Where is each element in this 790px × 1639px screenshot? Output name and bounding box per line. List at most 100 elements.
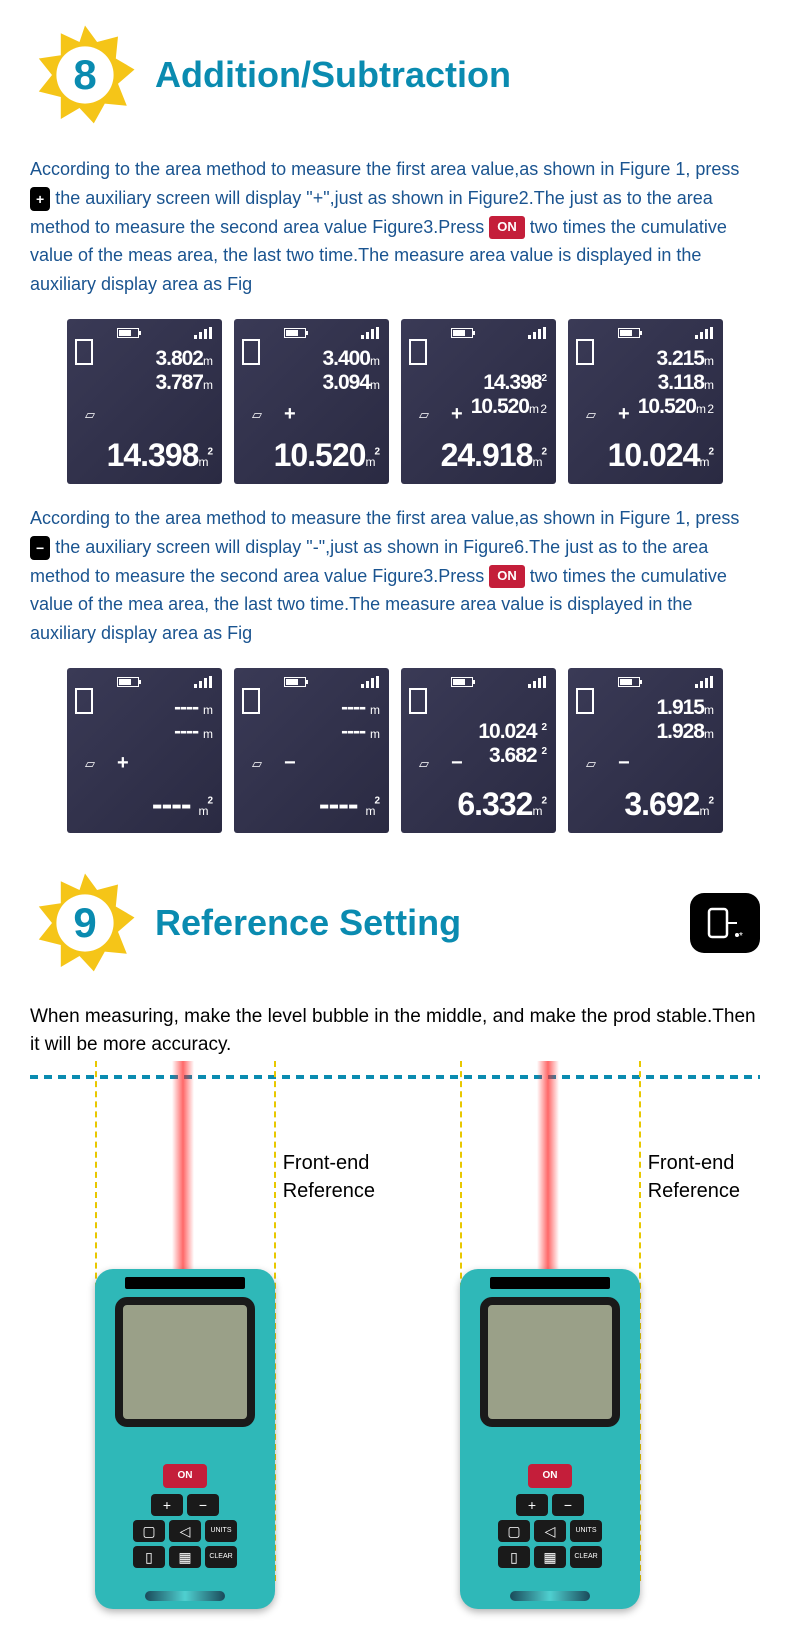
lcd6-line2: ---- bbox=[341, 720, 365, 743]
mode-sign: − bbox=[618, 752, 630, 775]
lcd1-line1: 3.802 bbox=[155, 347, 203, 370]
device-emitter bbox=[125, 1277, 245, 1289]
battery-icon bbox=[451, 328, 473, 338]
lcd4-line1: 3.215 bbox=[656, 347, 704, 370]
device-clear-button: CLEAR bbox=[570, 1546, 602, 1568]
para2-text1: According to the area method to measure … bbox=[30, 508, 739, 528]
mode-sign: − bbox=[284, 752, 296, 775]
lcd4-main: 10.024 bbox=[608, 437, 700, 473]
battery-icon bbox=[284, 677, 306, 687]
laser-beam-icon bbox=[537, 1061, 559, 1271]
lcd8-main: 3.692 bbox=[624, 786, 699, 822]
device-illustration: ON +− ▢◁UNITS ▯▦CLEAR bbox=[460, 1269, 640, 1609]
lcd7-main: 6.332 bbox=[457, 786, 532, 822]
device-play-button: ◁ bbox=[534, 1520, 566, 1542]
signal-icon bbox=[528, 676, 548, 688]
section-8-title: Addition/Subtraction bbox=[155, 54, 511, 96]
mode-indicator: ▱ bbox=[252, 756, 263, 772]
device-minus-button: − bbox=[552, 1494, 584, 1516]
signal-icon bbox=[528, 327, 548, 339]
section-9-header: 9 Reference Setting * bbox=[0, 848, 790, 998]
lcd-display-3: ▱ + 14.3982 10.520m 2 24.918m2 bbox=[401, 319, 556, 484]
mode-rect-icon bbox=[409, 339, 427, 365]
device-on-button: ON bbox=[528, 1464, 572, 1488]
mode-rect-icon bbox=[242, 339, 260, 365]
device-play-button: ◁ bbox=[169, 1520, 201, 1542]
device-clear-button: CLEAR bbox=[205, 1546, 237, 1568]
section-number-9: 9 bbox=[73, 899, 96, 947]
para1-text1: According to the area method to measure … bbox=[30, 159, 739, 179]
mode-indicator: ▱ bbox=[419, 407, 430, 423]
device-ref-button: ▯ bbox=[498, 1546, 530, 1568]
device-units-button: UNITS bbox=[205, 1520, 237, 1542]
mode-rect-icon bbox=[576, 688, 594, 714]
lcd-display-8: ▱ − 1.915m 1.928m 3.692m2 bbox=[568, 668, 723, 833]
mode-rect-icon bbox=[75, 339, 93, 365]
battery-icon bbox=[117, 677, 139, 687]
signal-icon bbox=[361, 327, 381, 339]
mode-rect-icon bbox=[409, 688, 427, 714]
on-button-icon: ON bbox=[489, 565, 525, 588]
mode-indicator: ▱ bbox=[85, 407, 96, 423]
signal-icon bbox=[361, 676, 381, 688]
device-screen bbox=[480, 1297, 620, 1427]
lcd2-main: 10.520 bbox=[274, 437, 366, 473]
signal-icon bbox=[695, 676, 715, 688]
mode-indicator: ▱ bbox=[85, 756, 96, 772]
lcd-display-1: ▱ 3.802m 3.787m 14.398m2 bbox=[67, 319, 222, 484]
device-minus-button: − bbox=[187, 1494, 219, 1516]
lcd1-line2: 3.787 bbox=[155, 371, 203, 394]
lcd-display-6: ▱ − ---- m ---- m ---- m2 bbox=[234, 668, 389, 833]
device-mode-button: ▢ bbox=[498, 1520, 530, 1542]
signal-icon bbox=[194, 676, 214, 688]
device-emitter bbox=[490, 1277, 610, 1289]
laser-beam-icon bbox=[172, 1061, 194, 1271]
section-8-header: 8 Addition/Subtraction bbox=[0, 0, 790, 150]
lcd2-line1: 3.400 bbox=[322, 347, 370, 370]
lcd6-main: ---- bbox=[319, 786, 358, 822]
device-buttons: ON +− ▢◁UNITS ▯▦CLEAR bbox=[485, 1464, 615, 1572]
mode-sign: + bbox=[451, 403, 463, 426]
mode-indicator: ▱ bbox=[586, 756, 597, 772]
lcd3-line3: 10.520 bbox=[471, 395, 529, 418]
device-screen bbox=[115, 1297, 255, 1427]
lcd4-line3: 10.520 bbox=[638, 395, 696, 418]
lcd5-main: ---- bbox=[152, 786, 191, 822]
section-9-paragraph: When measuring, make the level bubble in… bbox=[0, 998, 790, 1065]
on-button-icon: ON bbox=[489, 216, 525, 239]
lcd8-line1: 1.915 bbox=[656, 696, 704, 719]
section-number-8: 8 bbox=[73, 51, 96, 99]
lcd4-line2: 3.118 bbox=[658, 371, 704, 394]
device-level-bubble bbox=[145, 1591, 225, 1601]
mode-indicator: ▱ bbox=[419, 756, 430, 772]
device-save-button: ▦ bbox=[534, 1546, 566, 1568]
device-buttons: ON +− ▢◁UNITS ▯▦CLEAR bbox=[120, 1464, 250, 1572]
section-9-title: Reference Setting bbox=[155, 902, 461, 944]
reference-label-1: Front-end Reference bbox=[283, 1149, 375, 1205]
mode-sign: + bbox=[284, 403, 296, 426]
mode-sign: − bbox=[451, 752, 463, 775]
device-plus-button: + bbox=[516, 1494, 548, 1516]
device-save-button: ▦ bbox=[169, 1546, 201, 1568]
mode-rect-icon bbox=[242, 688, 260, 714]
device-illustration: ON +− ▢◁UNITS ▯▦CLEAR bbox=[95, 1269, 275, 1609]
device-ref-button: ▯ bbox=[133, 1546, 165, 1568]
mode-indicator: ▱ bbox=[252, 407, 263, 423]
reference-col-2: Front-end Reference ON +− ▢◁UNITS ▯▦CLEA… bbox=[395, 1089, 760, 1609]
mode-sign: + bbox=[618, 403, 630, 426]
device-units-button: UNITS bbox=[570, 1520, 602, 1542]
lcd-display-5: ▱ + ---- m ---- m ---- m2 bbox=[67, 668, 222, 833]
lcd5-line1: ---- bbox=[174, 696, 198, 719]
svg-text:*: * bbox=[739, 931, 743, 941]
minus-button-icon: − bbox=[30, 536, 50, 560]
lcd5-line2: ---- bbox=[174, 720, 198, 743]
battery-icon bbox=[618, 328, 640, 338]
reference-row: Front-end Reference ON +− ▢◁UNITS ▯▦CLEA… bbox=[0, 1089, 790, 1639]
device-on-button: ON bbox=[163, 1464, 207, 1488]
lcd7-line3: 3.682 bbox=[489, 744, 537, 767]
battery-icon bbox=[618, 677, 640, 687]
lcd2-line2: 3.094 bbox=[322, 371, 370, 394]
device-mode-button: ▢ bbox=[133, 1520, 165, 1542]
lcd-row-1: ▱ 3.802m 3.787m 14.398m2 ▱ + 3.400m 3.09… bbox=[0, 304, 790, 499]
battery-icon bbox=[284, 328, 306, 338]
